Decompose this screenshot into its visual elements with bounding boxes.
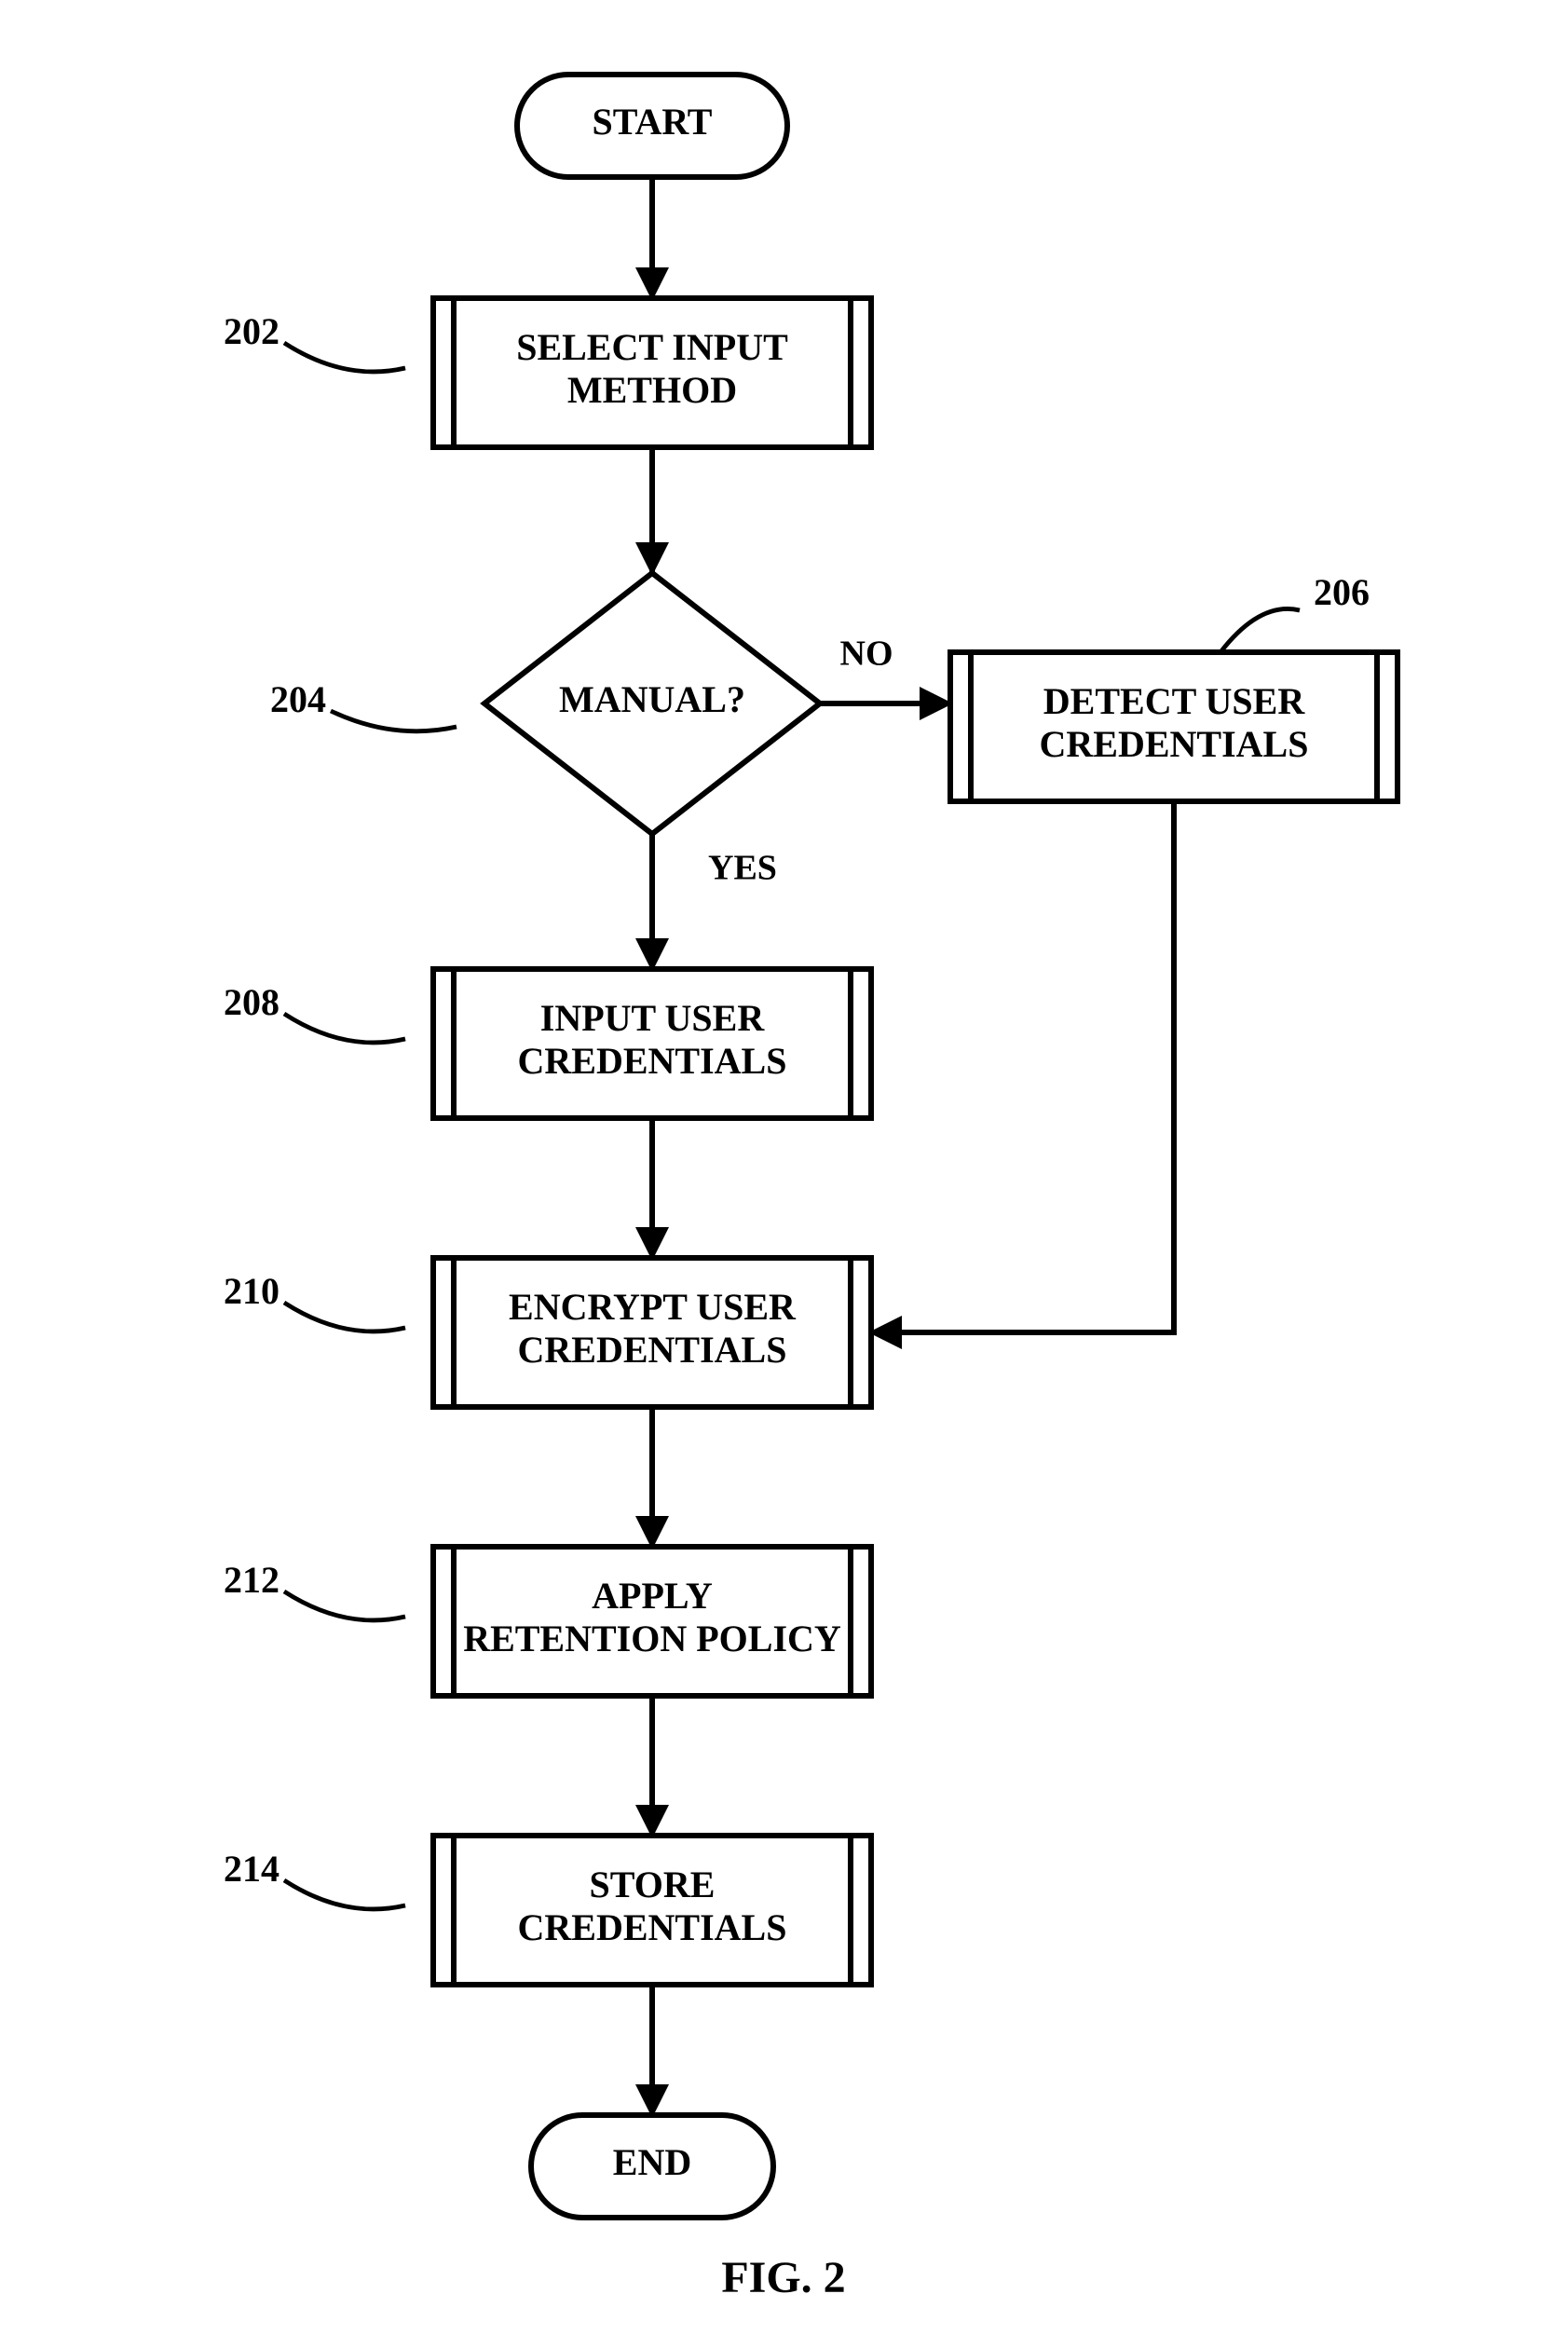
node-label: SELECT INPUT <box>516 326 788 368</box>
node-start: START <box>517 75 787 177</box>
ref-leader <box>284 1591 405 1620</box>
ref-leader <box>284 1014 405 1043</box>
node-label: INPUT USER <box>540 997 766 1039</box>
figure-caption: FIG. 2 <box>721 2253 845 2302</box>
node-n204: MANUAL? <box>484 573 820 834</box>
ref-number: 202 <box>224 310 280 352</box>
flow-edge <box>871 801 1174 1332</box>
ref-number: 206 <box>1314 571 1370 613</box>
node-n214: STORECREDENTIALS <box>433 1836 871 1985</box>
node-label: CREDENTIALS <box>518 1906 787 1948</box>
ref-leader <box>284 1880 405 1909</box>
node-label: ENCRYPT USER <box>509 1286 797 1328</box>
ref-leader <box>284 343 405 372</box>
node-label: CREDENTIALS <box>518 1329 787 1371</box>
ref-leader <box>331 711 457 731</box>
node-n206: DETECT USERCREDENTIALS <box>950 652 1398 801</box>
edge-label: YES <box>708 849 777 888</box>
ref-number: 214 <box>224 1848 280 1890</box>
ref-leader <box>1220 608 1300 652</box>
node-label: START <box>592 101 712 143</box>
node-label: MANUAL? <box>559 678 745 720</box>
node-label: CREDENTIALS <box>1040 723 1309 765</box>
node-n210: ENCRYPT USERCREDENTIALS <box>433 1258 871 1407</box>
node-label: METHOD <box>567 369 737 411</box>
flowchart-figure: YES NO START SELECT INPUTMETHOD 202 MANUAL? 20… <box>0 0 1568 2335</box>
node-label: DETECT USER <box>1043 680 1306 722</box>
edge-label: NO <box>840 635 893 674</box>
ref-number: 208 <box>224 981 280 1023</box>
node-label: STORE <box>590 1864 716 1905</box>
node-end: END <box>531 2115 773 2218</box>
ref-number: 204 <box>270 678 326 720</box>
node-n212: APPLYRETENTION POLICY <box>433 1547 871 1696</box>
node-n202: SELECT INPUTMETHOD <box>433 298 871 447</box>
ref-number: 212 <box>224 1559 280 1601</box>
node-label: APPLY <box>592 1575 713 1617</box>
node-label: CREDENTIALS <box>518 1040 787 1082</box>
node-n208: INPUT USERCREDENTIALS <box>433 969 871 1118</box>
ref-leader <box>284 1303 405 1331</box>
ref-number: 210 <box>224 1270 280 1312</box>
node-label: RETENTION POLICY <box>463 1618 841 1659</box>
node-label: END <box>613 2141 691 2183</box>
